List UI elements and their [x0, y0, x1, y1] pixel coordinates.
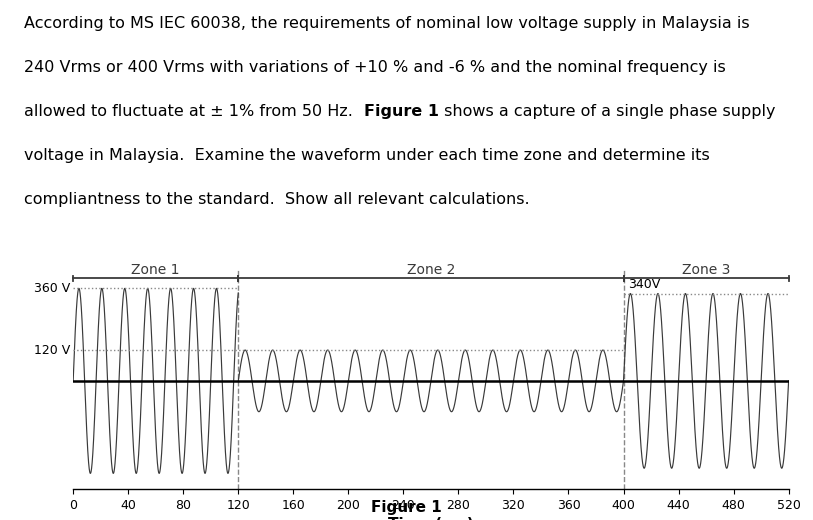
Text: voltage in Malaysia.  Examine the waveform under each time zone and determine it: voltage in Malaysia. Examine the wavefor…	[24, 148, 710, 163]
Text: allowed to fluctuate at ± 1% from 50 Hz.: allowed to fluctuate at ± 1% from 50 Hz.	[24, 104, 363, 119]
Text: 240 Vrms or 400 Vrms with variations of +10 % and -6 % and the nominal frequency: 240 Vrms or 400 Vrms with variations of …	[24, 60, 726, 75]
Text: compliantness to the standard.  Show all relevant calculations.: compliantness to the standard. Show all …	[24, 192, 530, 207]
Text: Zone 1: Zone 1	[132, 263, 180, 277]
Text: Zone 2: Zone 2	[406, 263, 455, 277]
Text: According to MS IEC 60038, the requirements of nominal low voltage supply in Mal: According to MS IEC 60038, the requireme…	[24, 16, 750, 31]
Text: Zone 3: Zone 3	[682, 263, 730, 277]
X-axis label: Time (ms): Time (ms)	[388, 517, 474, 520]
Text: Figure 1: Figure 1	[371, 500, 442, 515]
Text: 120 V: 120 V	[34, 344, 71, 357]
Text: Figure 1: Figure 1	[363, 104, 438, 119]
Text: shows a capture of a single phase supply: shows a capture of a single phase supply	[438, 104, 775, 119]
Text: 340V: 340V	[628, 279, 660, 292]
Text: 360 V: 360 V	[34, 282, 71, 295]
